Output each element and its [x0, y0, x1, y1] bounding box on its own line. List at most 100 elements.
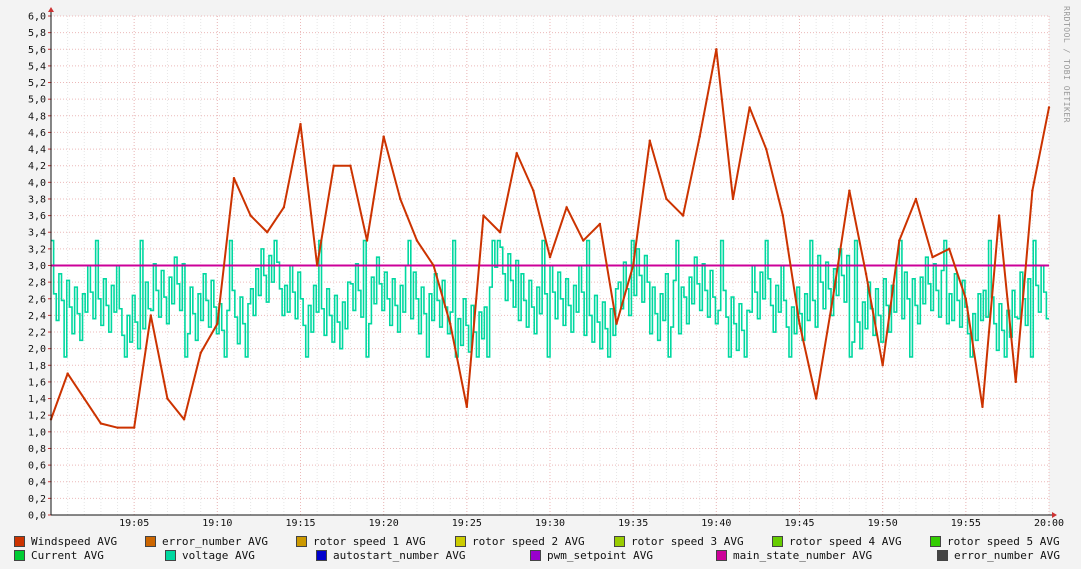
data-point-windspeed	[399, 197, 402, 201]
legend-item-rotor-speed-5: rotor speed 5 AVG	[930, 535, 1060, 548]
y-tick-label: 5,2	[28, 78, 46, 89]
y-tick-label: 1,6	[28, 377, 46, 388]
data-point-windspeed	[382, 135, 385, 138]
data-point-windspeed	[83, 397, 86, 400]
legend-label: error_number AVG	[162, 535, 268, 548]
legend-swatch	[772, 536, 783, 547]
data-point-windspeed	[898, 239, 901, 242]
data-point-windspeed	[299, 122, 302, 126]
data-point-windspeed	[482, 214, 485, 217]
legend-swatch	[165, 550, 176, 561]
data-point-windspeed	[449, 322, 452, 325]
x-tick-label: 19:45	[784, 518, 814, 529]
legend-swatch	[316, 550, 327, 561]
data-point-windspeed	[615, 322, 618, 325]
x-tick-label: 19:25	[452, 518, 482, 529]
data-point-windspeed	[1014, 380, 1017, 384]
x-tick-label: 19:10	[202, 518, 232, 529]
y-tick-label: 4,8	[28, 111, 46, 122]
y-tick-label: 1,2	[28, 411, 46, 422]
data-point-windspeed	[665, 197, 668, 201]
y-tick-label: 1,8	[28, 361, 46, 372]
data-point-windspeed	[182, 418, 186, 421]
legend-item-error-number: error_number AVG	[145, 535, 268, 548]
legend-label: rotor speed 3 AVG	[631, 535, 744, 548]
data-point-windspeed	[681, 214, 685, 217]
y-tick-label: 0,4	[28, 477, 46, 488]
data-point-windspeed	[266, 231, 269, 234]
legend-item-rotor-speed-3: rotor speed 3 AVG	[614, 535, 744, 548]
data-point-windspeed	[315, 264, 319, 267]
legend-item-voltage: voltage AVG	[165, 549, 255, 562]
legend-swatch	[455, 536, 466, 547]
data-point-windspeed	[282, 206, 286, 209]
data-point-windspeed	[415, 239, 419, 242]
y-tick-label: 2,6	[28, 294, 46, 305]
legend-swatch	[14, 550, 25, 561]
x-tick-label: 19:05	[119, 518, 149, 529]
y-tick-label: 0,6	[28, 461, 46, 472]
legend-item-windspeed: Windspeed AVG	[14, 535, 117, 548]
y-tick-label: 4,0	[28, 178, 46, 189]
y-tick-label: 6,0	[28, 12, 46, 23]
data-point-windspeed	[748, 106, 751, 109]
y-tick-label: 5,6	[28, 45, 46, 56]
legend-label: Current AVG	[31, 549, 104, 562]
data-point-windspeed	[648, 139, 651, 142]
legend-label: rotor speed 5 AVG	[947, 535, 1060, 548]
data-point-windspeed	[631, 264, 635, 267]
x-tick-label: 19:20	[369, 518, 399, 529]
legend-label: rotor speed 4 AVG	[789, 535, 902, 548]
y-tick-label: 5,4	[28, 61, 46, 72]
legend-swatch	[937, 550, 948, 561]
data-point-windspeed	[715, 48, 718, 51]
data-point-windspeed	[432, 264, 435, 267]
legend-item-pwm-setpoint: pwm_setpoint AVG	[530, 549, 653, 562]
y-tick-label: 3,8	[28, 194, 46, 205]
x-tick-label: 19:35	[618, 518, 648, 529]
legend-item-error-number-2: error_number AVG	[937, 549, 1060, 562]
legend-swatch	[614, 536, 625, 547]
y-tick-label: 4,6	[28, 128, 46, 139]
legend-swatch	[296, 536, 307, 547]
data-point-windspeed	[1047, 106, 1051, 109]
y-tick-label: 5,0	[28, 95, 46, 106]
data-point-windspeed	[532, 189, 535, 192]
legend-item-autostart-number: autostart_number AVG	[316, 549, 465, 562]
legend-swatch	[14, 536, 25, 547]
data-point-windspeed	[981, 405, 984, 409]
legend-swatch	[930, 536, 941, 547]
data-point-windspeed	[166, 397, 169, 400]
data-point-windspeed	[66, 372, 69, 375]
legend-item-main-state-number: main_state_number AVG	[716, 549, 872, 562]
data-point-windspeed	[249, 214, 252, 217]
data-point-windspeed	[515, 152, 518, 155]
x-tick-label: 19:55	[951, 518, 981, 529]
legend-item-rotor-speed-4: rotor speed 4 AVG	[772, 535, 902, 548]
legend-item-rotor-speed-2: rotor speed 2 AVG	[455, 535, 585, 548]
data-point-windspeed	[548, 255, 552, 259]
data-point-windspeed	[765, 147, 768, 151]
legend-label: voltage AVG	[182, 549, 255, 562]
y-tick-label: 3,2	[28, 244, 46, 255]
data-point-windspeed	[1031, 189, 1034, 192]
data-point-windspeed	[349, 164, 352, 167]
data-point-windspeed	[216, 322, 219, 325]
data-point-windspeed	[132, 426, 136, 429]
data-point-windspeed	[99, 422, 103, 425]
y-tick-label: 1,0	[28, 427, 46, 438]
data-point-windspeed	[914, 197, 918, 201]
x-tick-label: 19:30	[535, 518, 565, 529]
data-point-windspeed	[498, 231, 502, 234]
legend-label: Windspeed AVG	[31, 535, 118, 548]
data-point-windspeed	[864, 272, 868, 276]
data-point-windspeed	[116, 426, 119, 429]
data-point-windspeed	[598, 222, 602, 226]
rrdtool-credit: RRDTOOL / TOBI OETIKER	[1062, 6, 1071, 123]
data-point-windspeed	[798, 322, 801, 325]
y-tick-label: 4,4	[28, 145, 46, 156]
y-tick-label: 2,2	[28, 328, 46, 339]
data-point-windspeed	[565, 206, 568, 209]
legend-swatch	[530, 550, 541, 561]
